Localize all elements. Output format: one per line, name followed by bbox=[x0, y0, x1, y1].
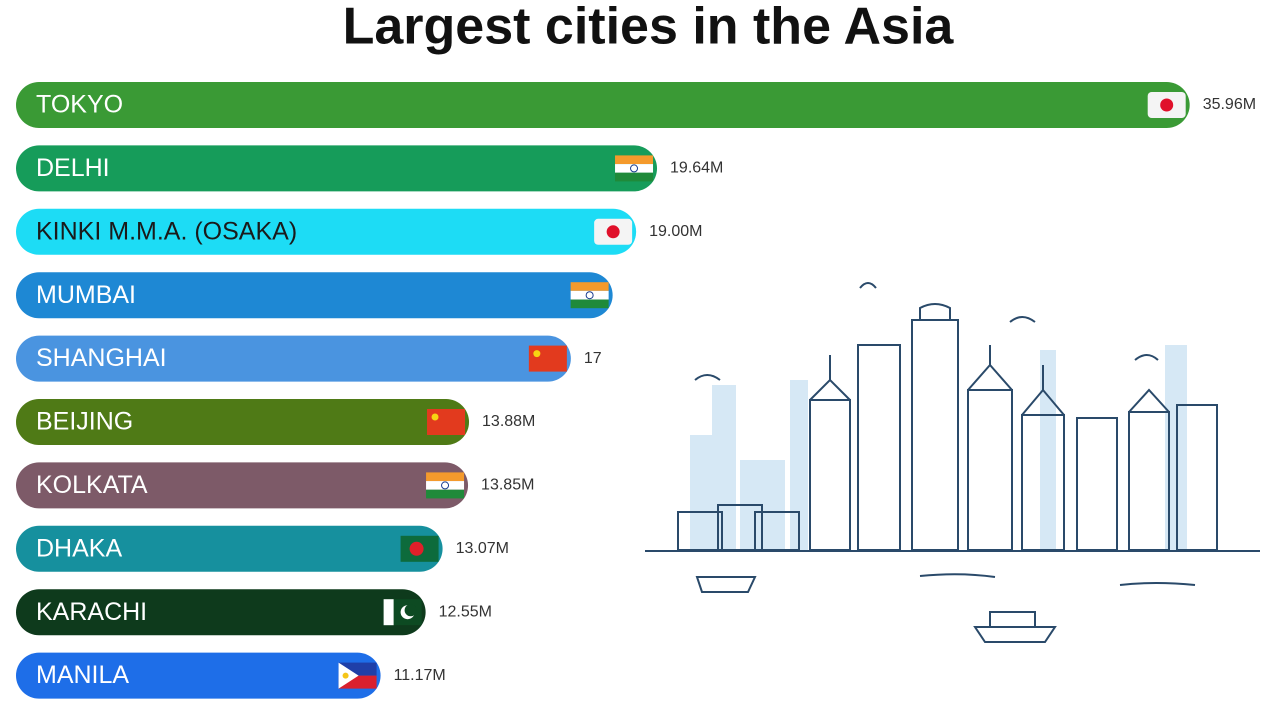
flag-icon bbox=[528, 345, 567, 372]
category-label: KINKI M.M.A. (OSAKA) bbox=[36, 217, 297, 245]
flag-icon bbox=[570, 282, 609, 309]
flag-icon bbox=[1147, 92, 1186, 118]
flag-icon bbox=[594, 218, 633, 245]
bar bbox=[16, 652, 381, 699]
value-label: 12.55M bbox=[439, 603, 492, 620]
flag-band bbox=[426, 489, 465, 499]
category-label: MUMBAI bbox=[36, 281, 136, 309]
flag-band bbox=[615, 164, 654, 173]
flag-stripe bbox=[383, 599, 394, 626]
flag-sun bbox=[342, 672, 349, 679]
flag-icon bbox=[426, 472, 465, 499]
bar bbox=[16, 399, 470, 445]
flag-band bbox=[615, 155, 654, 165]
value-label: 17 bbox=[584, 350, 602, 367]
value-label: 13.85M bbox=[481, 477, 534, 494]
category-label: BEIJING bbox=[36, 408, 133, 436]
category-label: KARACHI bbox=[36, 598, 147, 626]
category-label: KOLKATA bbox=[36, 471, 148, 499]
flag-wheel bbox=[441, 481, 450, 490]
flag-wheel bbox=[630, 164, 639, 173]
bar bbox=[16, 272, 613, 319]
bar bbox=[16, 525, 443, 572]
flag-band bbox=[426, 472, 465, 482]
value-label: 35.96M bbox=[1203, 96, 1256, 113]
bar bbox=[16, 462, 469, 509]
category-label: MANILA bbox=[36, 661, 129, 689]
flag-field bbox=[427, 409, 466, 435]
chart-title: Largest cities in the Asia bbox=[343, 0, 955, 56]
flag-star bbox=[533, 350, 541, 358]
flag-icon bbox=[400, 535, 439, 562]
bar bbox=[16, 335, 571, 382]
bar bbox=[16, 82, 1190, 128]
flag-star bbox=[431, 413, 439, 421]
flag-icon bbox=[383, 599, 422, 626]
flag-band bbox=[570, 299, 609, 309]
bar bbox=[16, 208, 637, 255]
flag-band bbox=[426, 481, 465, 490]
bar bbox=[16, 145, 658, 192]
flag-band bbox=[615, 172, 654, 182]
flag-icon bbox=[427, 409, 466, 435]
skyline-illustration bbox=[645, 282, 1260, 643]
value-label: 13.07M bbox=[456, 540, 509, 557]
category-label: SHANGHAI bbox=[36, 344, 167, 372]
bar bbox=[16, 589, 426, 636]
flag-moon-cut bbox=[404, 604, 417, 617]
category-label: DELHI bbox=[36, 154, 110, 182]
flag-field bbox=[528, 345, 567, 372]
flag-disc bbox=[606, 225, 620, 239]
value-label: 19.00M bbox=[649, 223, 702, 240]
flag-icon bbox=[338, 662, 377, 689]
value-label: 13.88M bbox=[482, 413, 535, 430]
value-label: 11.17M bbox=[394, 667, 446, 684]
flag-band bbox=[570, 282, 609, 291]
flag-disc bbox=[409, 541, 424, 556]
flag-wheel bbox=[585, 291, 594, 300]
flag-disc bbox=[1160, 98, 1174, 112]
category-label: TOKYO bbox=[36, 91, 123, 119]
category-label: DHAKA bbox=[36, 534, 122, 562]
value-label: 19.64M bbox=[670, 160, 723, 177]
flag-icon bbox=[615, 155, 654, 182]
flag-band bbox=[570, 290, 609, 300]
